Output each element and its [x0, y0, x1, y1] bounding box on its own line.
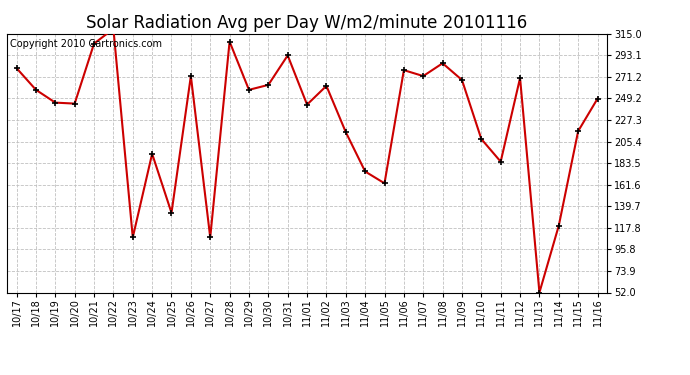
Title: Solar Radiation Avg per Day W/m2/minute 20101116: Solar Radiation Avg per Day W/m2/minute … [86, 14, 528, 32]
Text: Copyright 2010 Cartronics.com: Copyright 2010 Cartronics.com [10, 39, 162, 49]
